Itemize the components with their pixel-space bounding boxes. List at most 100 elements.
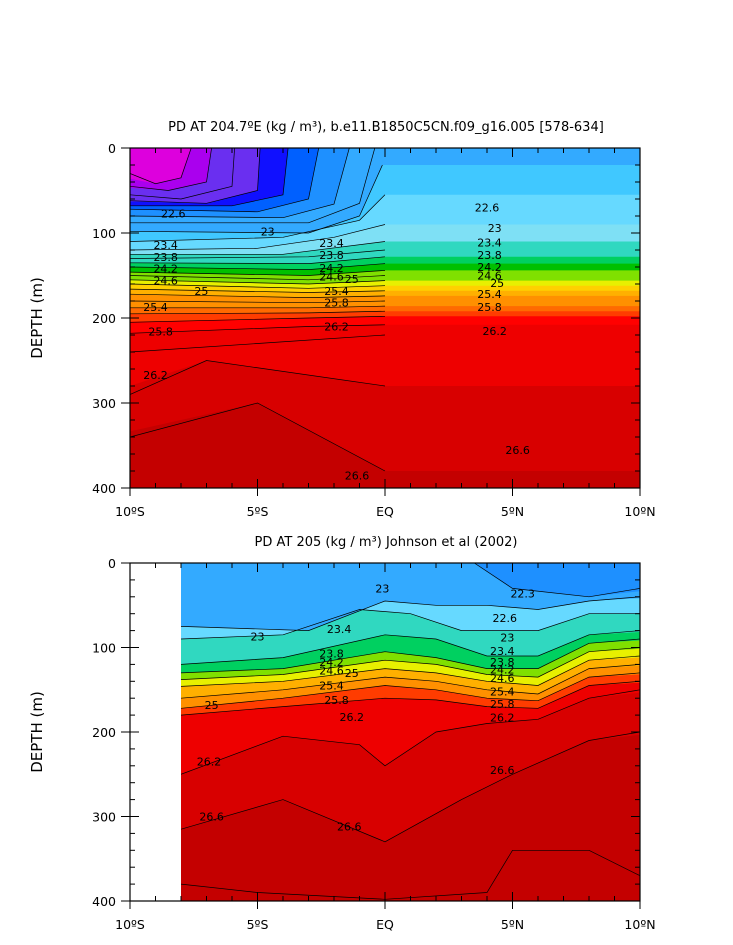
x-ticks: 10ºS 5ºS EQ 5ºN 10ºN	[115, 148, 656, 519]
contour-label: 26.6	[337, 821, 362, 834]
contour-label: 25.4	[143, 301, 168, 314]
y-axis-label: DEPTH (m)	[28, 691, 46, 773]
contour-label: 23	[251, 631, 265, 644]
isoline	[130, 148, 289, 207]
contour-label: 22.6	[161, 207, 186, 220]
contour-label: 25	[205, 699, 219, 712]
y-tick-label: 0	[108, 556, 116, 571]
contour-label: 25.8	[477, 301, 502, 314]
panel-title: PD AT 205 (kg / m³) Johnson et al (2002)	[255, 535, 518, 550]
isoline	[181, 647, 640, 680]
contour-label: 24.2	[319, 656, 344, 669]
isoline	[130, 148, 192, 185]
model-panel: PD AT 204.7ºE (kg / m³), b.e11.B1850C5CN…	[28, 120, 656, 519]
y-ticks: 0 100 200 300 400	[92, 141, 640, 496]
isoline	[474, 563, 640, 598]
contour-label: 25.4	[324, 285, 349, 298]
contour-label: 23	[488, 222, 502, 235]
contour-label: 23.8	[477, 249, 502, 262]
x-tick-label: 10ºS	[115, 504, 145, 519]
isoline	[130, 293, 386, 298]
contour-plot: 22.62323.423.824.224.62525.425.826.223.4…	[130, 148, 640, 488]
contour-label: 26.2	[340, 711, 365, 724]
contour-label: 25.8	[490, 698, 515, 711]
isoline	[130, 249, 386, 259]
contour-label: 25.4	[319, 680, 344, 693]
x-tick-label: 10ºN	[624, 917, 655, 932]
contour-label: 22.6	[475, 202, 500, 215]
x-ticks: 10ºS 5ºS EQ 5ºN 10ºN	[115, 563, 656, 932]
panel-title: PD AT 204.7ºE (kg / m³), b.e11.B1850C5CN…	[168, 120, 604, 135]
isoline	[130, 164, 383, 234]
y-tick-label: 100	[92, 641, 116, 656]
y-tick-label: 300	[92, 810, 116, 825]
contour-label: 26.6	[345, 469, 370, 482]
isoline	[130, 148, 376, 224]
contour-label: 26.6	[505, 444, 530, 457]
isoline	[130, 334, 386, 353]
contour-label: 24.6	[490, 672, 515, 685]
contour-label: 23.8	[153, 251, 178, 264]
isoline	[130, 224, 386, 251]
isoline	[130, 148, 212, 191]
contour-label: 26.2	[482, 325, 507, 338]
isoline	[181, 672, 640, 709]
isoline	[181, 630, 640, 665]
contour-label: 24.2	[490, 664, 515, 677]
contour-label: 23.8	[319, 647, 344, 660]
x-tick-label: 5ºS	[247, 504, 269, 519]
isoline	[181, 731, 640, 843]
y-tick-label: 200	[92, 725, 116, 740]
contour-label: 22.3	[510, 587, 535, 600]
contour-label: 22.6	[493, 612, 518, 625]
isoline	[130, 270, 386, 276]
isoline	[130, 148, 320, 213]
contour-label: 26.2	[324, 321, 349, 334]
y-tick-label: 100	[92, 226, 116, 241]
contour-label: 23.4	[477, 236, 502, 249]
contour-label: 23.8	[490, 656, 515, 669]
x-tick-label: 10ºS	[115, 917, 145, 932]
x-tick-label: EQ	[376, 504, 394, 519]
contour-label: 25.4	[477, 288, 502, 301]
y-tick-label: 0	[108, 141, 116, 156]
isoline	[130, 275, 386, 281]
contour-label: 24.6	[319, 270, 344, 283]
contour-label: 24.6	[477, 270, 502, 283]
contour-label: 25.4	[490, 685, 515, 698]
contour-band	[181, 563, 640, 597]
contour-label: 25	[345, 667, 359, 680]
observation-panel: PD AT 205 (kg / m³) Johnson et al (2002)…	[28, 535, 656, 932]
isoline	[130, 148, 350, 219]
isoline	[130, 279, 386, 285]
y-tick-label: 300	[92, 396, 116, 411]
contour-label: 24.6	[319, 664, 344, 677]
contour-label: 26.2	[197, 756, 222, 769]
contour-label: 25	[345, 273, 359, 286]
isoline	[181, 655, 640, 687]
x-tick-label: 10ºN	[624, 504, 655, 519]
isoline	[181, 689, 640, 775]
isoline	[181, 609, 640, 640]
x-tick-label: 5ºN	[501, 504, 524, 519]
isoline	[130, 310, 386, 315]
contour-label: 26.6	[490, 764, 515, 777]
isoline	[130, 315, 386, 323]
contour-label: 23.4	[490, 645, 515, 658]
contour-label: 23	[500, 631, 514, 644]
contour-label: 23.4	[153, 239, 178, 252]
isoline	[130, 148, 261, 204]
isoline	[130, 402, 386, 472]
isoline	[130, 305, 386, 309]
isoline	[130, 300, 386, 304]
contour-label: 24.2	[153, 263, 178, 276]
x-tick-label: 5ºS	[247, 917, 269, 932]
isoline	[130, 283, 386, 289]
contour-label: 24.2	[319, 262, 344, 275]
isoline	[181, 638, 640, 674]
x-tick-label: EQ	[376, 917, 394, 932]
contour-label: 23	[375, 582, 389, 595]
contour-label: 25	[194, 285, 208, 298]
contour-label: 25	[490, 277, 504, 290]
